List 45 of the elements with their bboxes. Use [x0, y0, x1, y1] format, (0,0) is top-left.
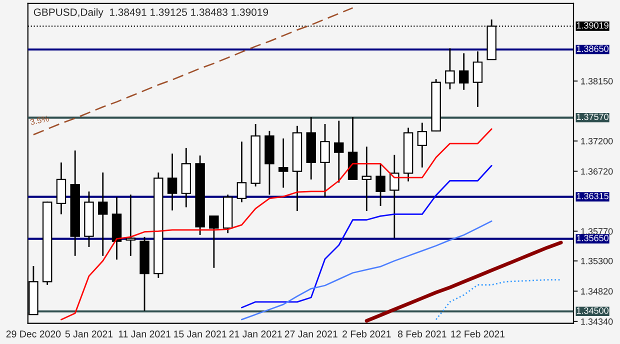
candlestick	[167, 152, 178, 212]
candlestick	[236, 140, 247, 203]
line-series	[364, 240, 563, 323]
line-series	[241, 164, 492, 308]
candlestick	[445, 48, 455, 90]
candlestick	[126, 194, 136, 257]
x-tick-label: 8 Feb 2021	[398, 330, 446, 338]
candlestick	[458, 52, 469, 91]
line-series	[241, 220, 492, 320]
line-series	[435, 279, 562, 320]
ref-line-label: 1.39019	[576, 22, 608, 29]
ref-line-label: 1.34500	[576, 307, 609, 314]
y-tick-label: 1.36720	[581, 168, 613, 175]
candlestick	[56, 162, 66, 215]
chart-title: GBPUSD,Daily 1.38491 1.39125 1.38483 1.39019	[34, 8, 268, 18]
x-tick-label: 5 Jan 2021	[65, 330, 113, 338]
candlestick	[376, 164, 386, 207]
ref-line-label: 1.36315	[576, 192, 608, 200]
ref-line-label: 1.38650	[576, 46, 609, 52]
x-tick-label: 29 Dec 2020	[6, 330, 61, 338]
y-tick-label: 1.35300	[581, 258, 613, 264]
ref-line-label: 1.37570	[576, 114, 609, 120]
candlestick	[320, 123, 330, 198]
line-series	[60, 128, 492, 320]
annotation: 3.5%	[30, 115, 50, 126]
y-tick-label: 1.35770	[581, 228, 613, 235]
candlestick	[390, 154, 400, 239]
candlestick	[362, 146, 372, 212]
candlestick	[98, 172, 108, 257]
x-tick-label: 12 Feb 2021	[451, 330, 505, 338]
candlestick	[334, 120, 344, 184]
candlestick	[209, 215, 219, 269]
y-tick-label: 1.34820	[581, 288, 613, 295]
candlestick	[417, 122, 428, 168]
y-tick-label: 1.38150	[581, 78, 613, 84]
x-tick-label: 11 Jan 2021	[118, 330, 170, 338]
x-tick-label: 21 Jan 2021	[229, 330, 282, 338]
candlestick	[278, 138, 288, 188]
x-tick-label: 27 Jan 2021	[284, 330, 338, 338]
candlestick	[472, 50, 483, 108]
y-tick-label: 1.34340	[581, 318, 613, 325]
x-tick-label: 15 Jan 2021	[174, 330, 226, 338]
x-tick-label: 2 Feb 2021	[342, 330, 391, 338]
y-tick-label: 1.37200	[581, 138, 613, 144]
ref-line-label: 1.35650	[576, 234, 609, 242]
